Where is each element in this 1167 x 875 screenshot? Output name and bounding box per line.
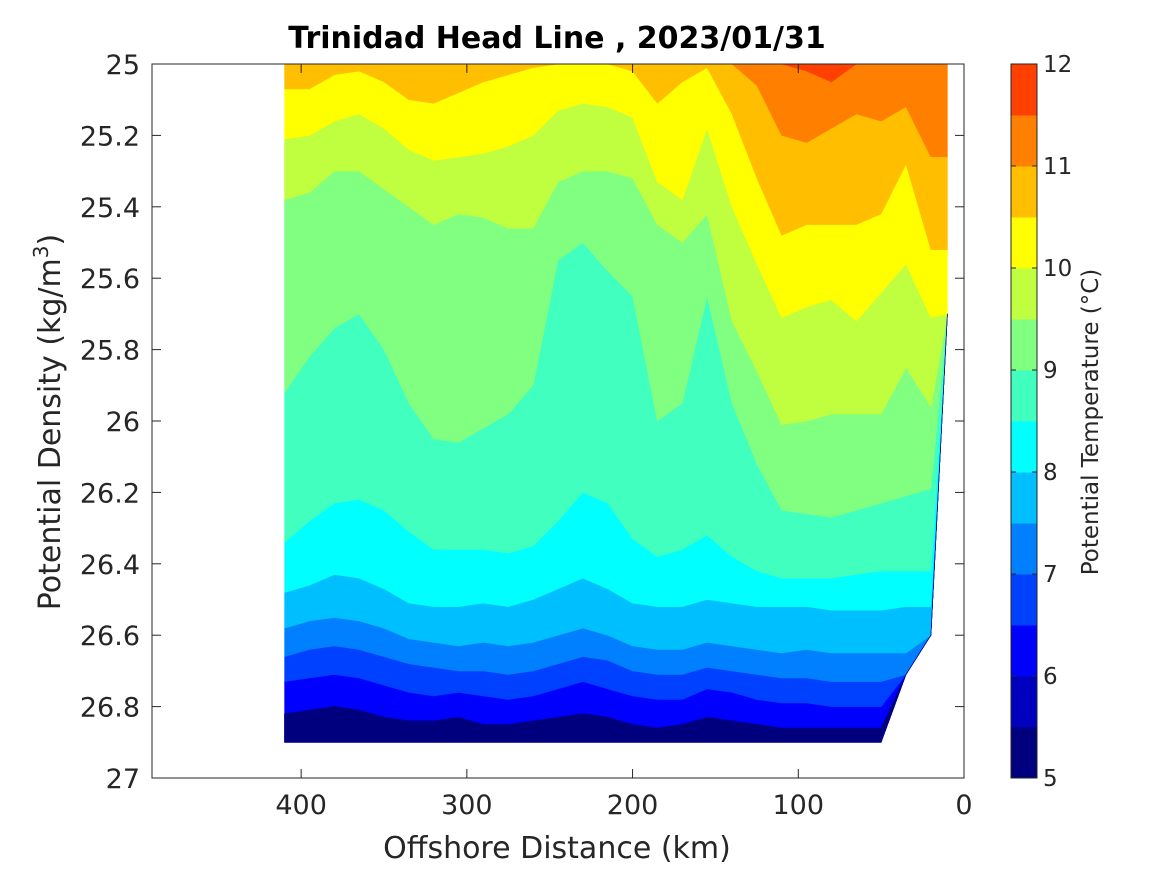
y-tick-label: 26.8 [80, 693, 140, 724]
chart-title: Trinidad Head Line , 2023/01/31 [288, 21, 825, 56]
colorbar-frame [1010, 63, 1038, 779]
y-axis-label: Potential Density (kg/m3) [29, 234, 68, 610]
colorbar: 5 6 7 8 9 10 11 12 [1010, 52, 1072, 792]
y-tick-label: 25.2 [80, 121, 140, 152]
x-tick-label: 200 [607, 790, 659, 821]
y-tick-label: 25.4 [80, 193, 140, 224]
y-tick-label: 25.6 [80, 264, 140, 295]
y-tick-label: 26.2 [80, 478, 140, 509]
colorbar-tick-label: 8 [1043, 460, 1058, 486]
colorbar-tick-label: 11 [1043, 154, 1072, 180]
colorbar-swatch [1011, 319, 1037, 371]
colorbar-tick-label: 5 [1043, 766, 1058, 792]
colorbar-swatch [1011, 523, 1037, 575]
colorbar-swatch [1011, 370, 1037, 422]
colorbar-swatch [1011, 676, 1037, 728]
colorbar-tick-label: 10 [1043, 256, 1072, 282]
y-axis-label-superscript: 3 [29, 245, 53, 258]
colorbar-swatch [1011, 574, 1037, 626]
x-tick-label: 400 [275, 790, 327, 821]
colorbar-swatch [1011, 217, 1037, 269]
x-tick-label: 100 [773, 790, 825, 821]
x-tick-label: 300 [441, 790, 493, 821]
y-tick-label: 25 [106, 50, 140, 81]
contour-fills [284, 63, 948, 743]
colorbar-swatch [1011, 64, 1037, 116]
colorbar-tick-label: 9 [1043, 358, 1058, 384]
y-tick-label: 26 [106, 407, 140, 438]
colorbar-tick-label: 6 [1043, 664, 1058, 690]
x-axis-label: Offshore Distance (km) [383, 831, 731, 866]
colorbar-tick-label: 12 [1043, 52, 1072, 78]
colorbar-swatch [1011, 625, 1037, 677]
y-axis-label-main: Potential Density (kg/m [33, 258, 68, 610]
colorbar-swatch [1011, 472, 1037, 524]
y-tick-label: 25.8 [80, 336, 140, 367]
contour-band [284, 313, 948, 743]
colorbar-swatch [1011, 727, 1037, 779]
x-tick-label: 0 [955, 790, 972, 821]
colorbar-swatch [1011, 115, 1037, 167]
colorbar-swatch [1011, 166, 1037, 218]
y-tick-label: 26.6 [80, 621, 140, 652]
colorbar-swatch [1011, 268, 1037, 320]
colorbar-label: Potential Temperature (°C) [1078, 269, 1104, 576]
colorbar-tick-label: 7 [1043, 562, 1058, 588]
y-axis-label-close: ) [33, 234, 68, 246]
y-tick-label: 26.4 [80, 550, 140, 581]
colorbar-swatch [1011, 421, 1037, 473]
axes: 400 300 200 100 0 25 25.2 25.4 25.6 25.8 26 26.2 26.… [80, 50, 973, 821]
y-tick-label: 27 [106, 764, 140, 795]
